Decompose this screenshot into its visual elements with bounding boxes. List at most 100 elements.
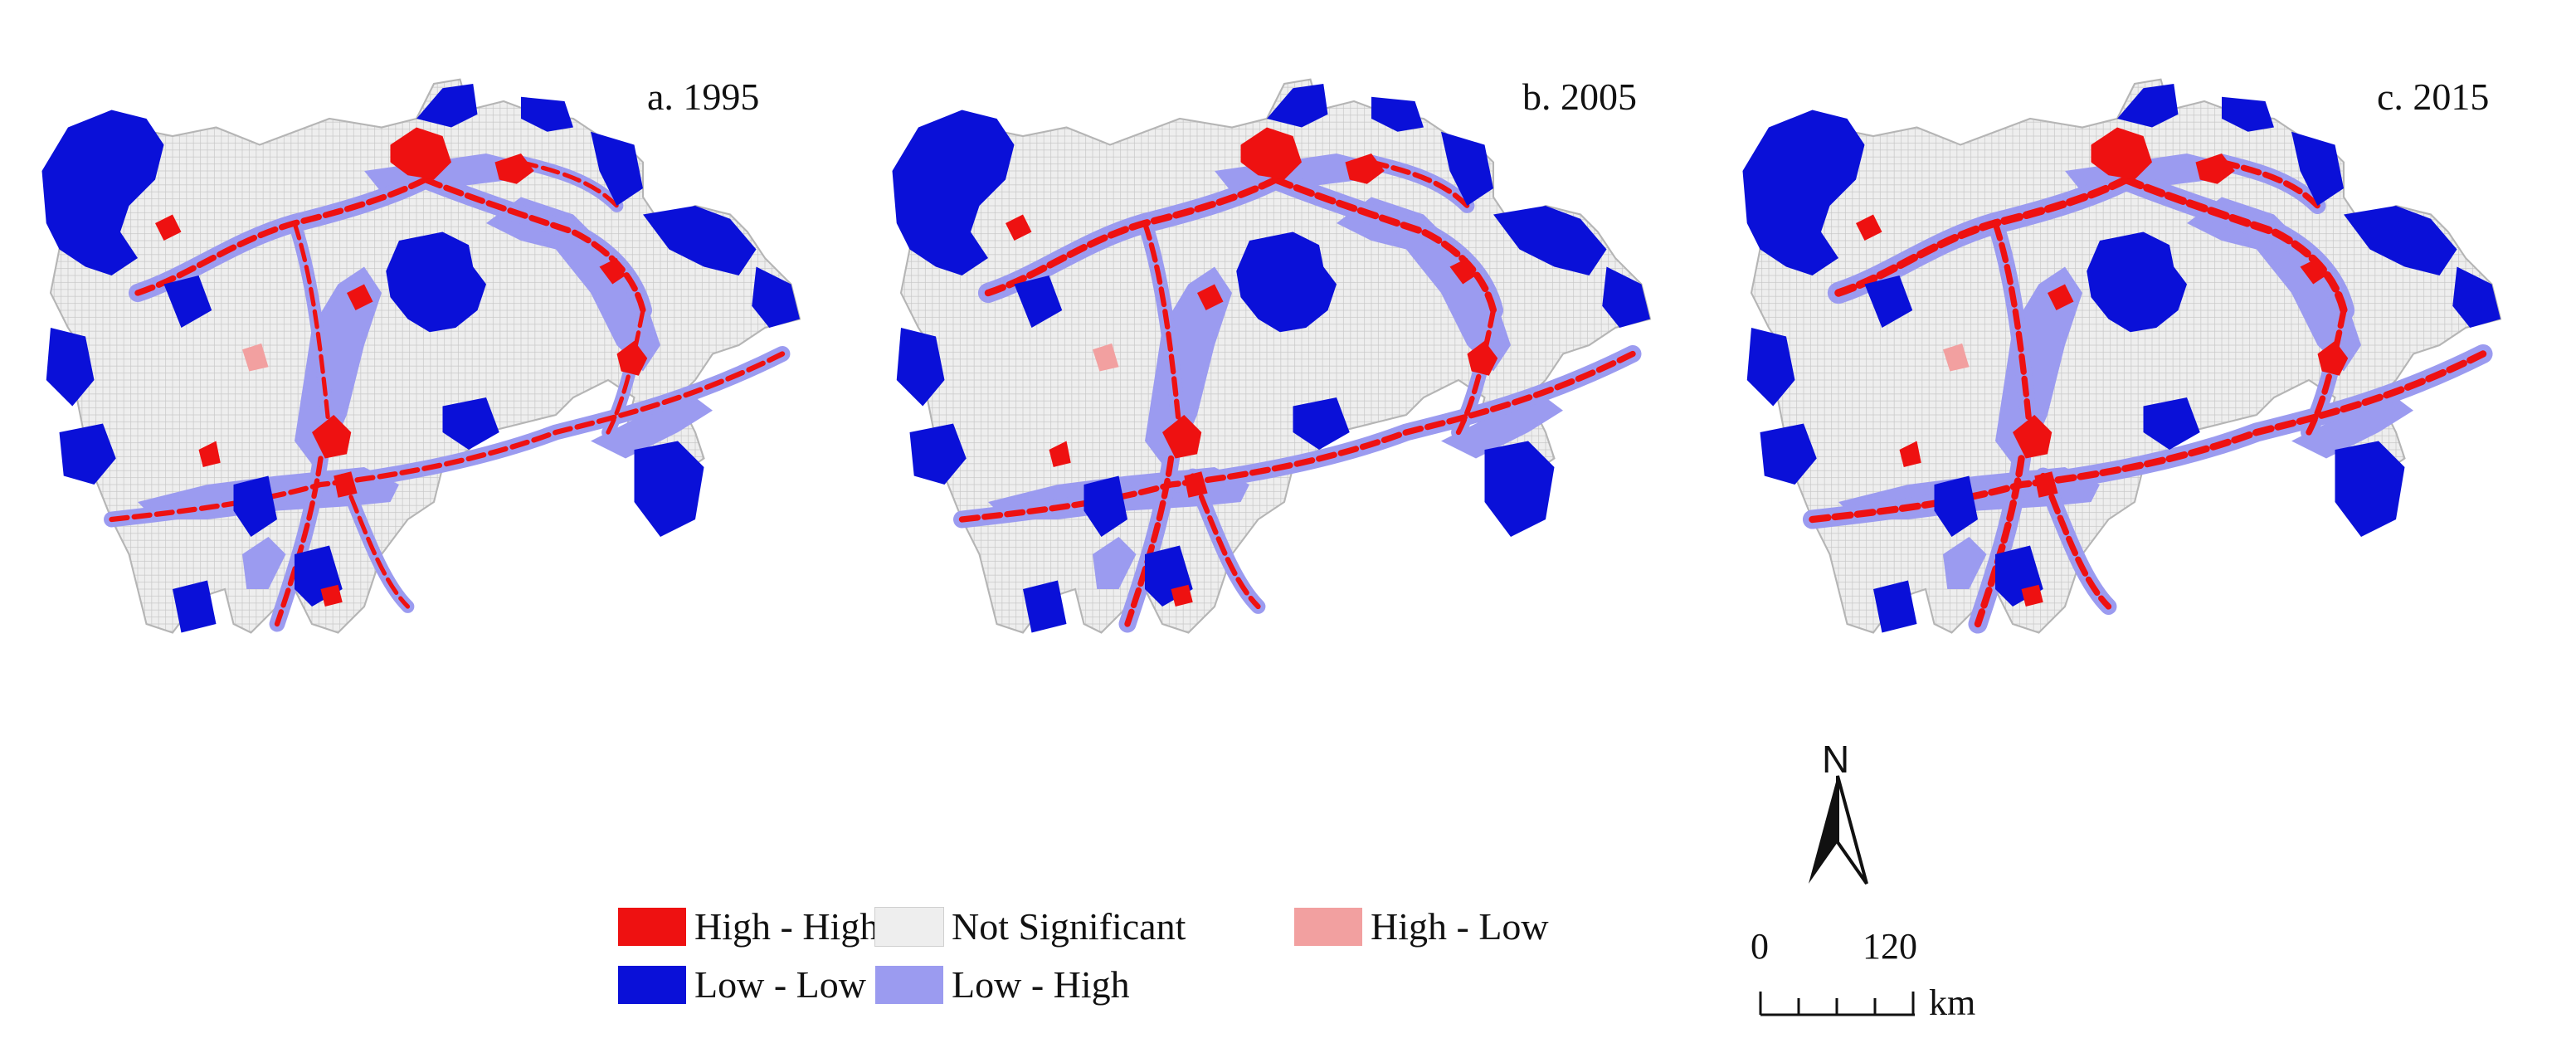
high-high-cluster [2300, 258, 2326, 285]
high-high-cluster [1171, 584, 1193, 607]
lisa-cluster-map [41, 78, 801, 634]
high-high-corridor [421, 176, 646, 314]
high-high-cluster [1467, 340, 1498, 376]
high-high-corridor [1455, 307, 1497, 436]
high-high-corridor [292, 221, 332, 435]
high-high-corridor [958, 350, 1636, 523]
high-high-cluster [2048, 284, 2074, 310]
low-low-cluster [1441, 131, 1493, 206]
legend-label: Low - High [952, 963, 1130, 1006]
low-low-cluster [1742, 110, 1865, 275]
low-low-cluster [2291, 131, 2344, 206]
low-low-cluster [2117, 84, 2179, 128]
map-panel-2015: c. 2015 [1717, 33, 2547, 747]
high-high-corridor [1190, 473, 1261, 610]
high-high-corridor [2306, 307, 2347, 436]
map-panel-1995: a. 1995 [17, 33, 846, 747]
low-high-cluster [295, 266, 382, 476]
high-high-corridor [1368, 159, 1470, 209]
low-low-cluster [1371, 96, 1424, 132]
high-high-cluster [312, 414, 352, 459]
low-low-cluster [2344, 206, 2457, 275]
map-panel-2005: b. 2005 [867, 33, 1697, 747]
low-low-cluster [1934, 475, 1978, 537]
low-high-cluster [591, 397, 713, 459]
high-high-cluster [346, 284, 373, 310]
panel-label: a. 1995 [647, 76, 760, 118]
high-low-cluster [242, 343, 269, 372]
low-low-cluster [2143, 397, 2200, 450]
low-high-cluster [1337, 197, 1511, 372]
legend-swatch [1294, 907, 1362, 946]
high-high-cluster [2013, 414, 2053, 459]
legend-swatch [875, 965, 943, 1004]
north-arrow-icon [1809, 775, 1868, 885]
high-high-cluster [198, 441, 221, 467]
panel-label: b. 2005 [1522, 76, 1637, 118]
high-high-cluster [2195, 154, 2235, 184]
low-low-cluster [1746, 328, 1795, 407]
low-low-cluster [1267, 84, 1328, 128]
high-high-cluster [334, 471, 358, 498]
low-high-cluster [1943, 537, 1987, 589]
high-high-cluster [1345, 154, 1385, 184]
high-high-corridor [1142, 220, 1183, 436]
low-low-cluster [1014, 275, 1063, 328]
legend-item-high-low: High - Low [1294, 904, 1549, 948]
low-low-cluster [892, 110, 1015, 275]
low-low-cluster [386, 231, 486, 333]
high-high-cluster [390, 127, 451, 180]
lisa-cluster-map [1742, 78, 2502, 634]
legend: High - High Not Significant High - Low L… [618, 904, 1614, 1037]
high-high-cluster [320, 584, 343, 607]
lisa-cluster-map [892, 78, 1652, 634]
high-high-corridor [274, 456, 324, 627]
high-high-corridor [2218, 158, 2321, 209]
high-high-cluster [1449, 258, 1476, 285]
panel-label: c. 2015 [2377, 76, 2490, 118]
scale-end: 120 [1863, 926, 1917, 967]
legend-swatch [618, 907, 686, 946]
high-high-cluster [2021, 584, 2043, 607]
high-high-cluster [2091, 127, 2152, 180]
scale-bar: 0 120 km [1742, 925, 2008, 1033]
scale-unit: km [1929, 982, 1976, 1023]
high-high-corridor [1272, 176, 1497, 314]
low-low-cluster [416, 84, 478, 128]
low-low-cluster [2222, 96, 2274, 132]
low-low-cluster [1023, 580, 1067, 633]
low-low-cluster [1493, 206, 1607, 275]
high-high-cluster [1184, 471, 1208, 498]
scale-start: 0 [1751, 926, 1769, 967]
high-high-corridor [1974, 455, 2025, 628]
low-low-cluster [233, 475, 277, 537]
low-high-cluster [2291, 397, 2413, 459]
high-high-cluster [2034, 471, 2058, 498]
low-low-cluster [2087, 231, 2187, 333]
legend-label: High - High [694, 905, 879, 948]
low-high-cluster [1995, 266, 2082, 476]
legend-label: Not Significant [952, 905, 1186, 948]
high-high-cluster [1049, 441, 1071, 467]
low-low-cluster [173, 580, 217, 633]
high-low-cluster [1093, 343, 1119, 372]
low-low-cluster [163, 275, 212, 328]
low-high-cluster [1093, 537, 1137, 589]
low-low-cluster [1602, 266, 1650, 328]
high-high-corridor [519, 159, 620, 208]
legend-item-low-high: Low - High [875, 962, 1130, 1006]
low-low-cluster [634, 441, 704, 537]
high-high-corridor [2121, 175, 2348, 314]
high-high-cluster [1162, 414, 1202, 459]
low-low-cluster [521, 96, 573, 132]
high-high-corridor [1124, 455, 1175, 627]
high-high-corridor [340, 473, 411, 609]
low-low-cluster [1236, 231, 1337, 333]
legend-label: High - Low [1371, 905, 1549, 948]
high-high-cluster [1006, 214, 1032, 241]
high-high-cluster [1899, 441, 1921, 467]
low-low-cluster [1873, 580, 1917, 633]
low-low-cluster [442, 397, 499, 450]
high-high-corridor [1992, 220, 2033, 436]
high-high-cluster [1856, 214, 1882, 241]
